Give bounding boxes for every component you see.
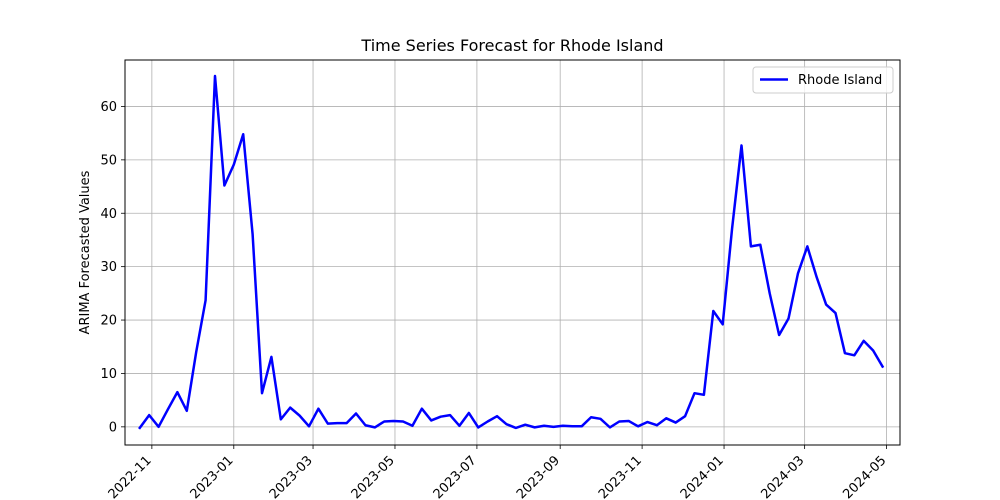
x-tick-label: 2023-05 <box>349 453 398 500</box>
x-tick-label: 2024-01 <box>678 453 727 500</box>
x-tick-label: 2022-11 <box>106 453 155 500</box>
legend-box <box>752 66 894 94</box>
y-axis: 0 10 20 30 40 50 60 <box>100 100 125 435</box>
x-tick-label: 2023-01 <box>188 453 237 500</box>
x-tick-label: 2023-07 <box>431 453 480 500</box>
series-layer <box>138 74 885 430</box>
y-tick-label: 40 <box>100 207 117 222</box>
y-tick-label: 60 <box>100 100 117 115</box>
x-axis: 2022-11 2023-01 2023-03 2023-05 2023-07 2023-… <box>106 445 889 500</box>
legend-label: Rhode Island <box>798 73 882 88</box>
y-tick-label: 0 <box>109 420 117 435</box>
x-tick-label: 2024-05 <box>840 453 889 500</box>
y-axis-label: ARIMA Forecasted Values <box>78 170 93 334</box>
chart-title: Time Series Forecast for Rhode Island <box>360 36 663 55</box>
x-tick-label: 2023-03 <box>267 453 316 500</box>
y-tick-label: 20 <box>100 314 117 329</box>
y-tick-label: 30 <box>100 260 117 275</box>
x-tick-label: 2023-09 <box>514 453 563 500</box>
x-tick-label: 2024-03 <box>758 453 807 500</box>
y-tick-label: 50 <box>100 153 117 168</box>
x-tick-label: 2023-11 <box>596 453 645 500</box>
series-line-0 <box>138 74 885 430</box>
grid <box>125 60 900 445</box>
plot-area <box>124 59 901 446</box>
y-tick-label: 10 <box>100 367 117 382</box>
legend: Rhode Island <box>752 66 894 94</box>
